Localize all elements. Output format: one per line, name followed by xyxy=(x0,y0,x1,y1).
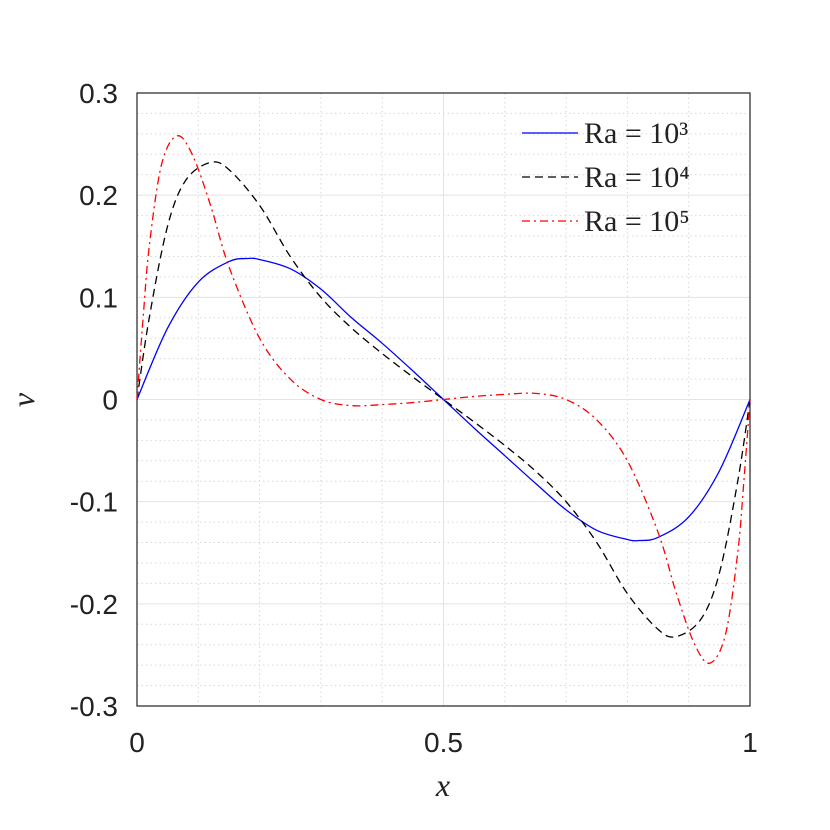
y-tick-label: 0.2 xyxy=(79,180,118,211)
y-tick-label: 0.1 xyxy=(79,282,118,313)
x-tick-label: 0.5 xyxy=(424,727,463,758)
y-tick-label: -0.3 xyxy=(70,691,118,722)
legend-label: Ra = 10³ xyxy=(584,117,688,150)
series-line xyxy=(136,135,751,664)
y-axis-label: v xyxy=(5,392,41,407)
y-tick-label: -0.2 xyxy=(70,589,118,620)
y-tick-label: 0.3 xyxy=(79,78,118,109)
x-tick-label: 0 xyxy=(129,727,145,758)
legend-label: Ra = 10⁴ xyxy=(584,161,690,194)
x-tick-label: 1 xyxy=(742,727,758,758)
y-tick-label: 0 xyxy=(102,385,118,416)
x-axis-label: x xyxy=(435,767,450,803)
series-line xyxy=(136,161,751,638)
y-tick-label: -0.1 xyxy=(70,487,118,518)
legend-label: Ra = 10⁵ xyxy=(584,205,690,238)
